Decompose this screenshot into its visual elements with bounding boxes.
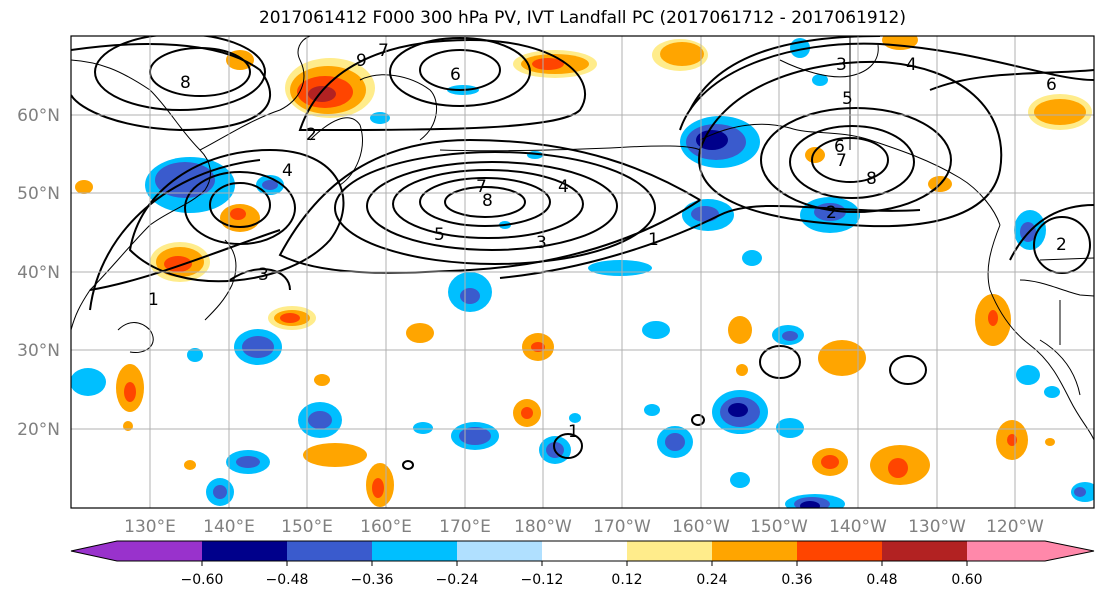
lon-label: 170°W [593, 517, 651, 537]
contour-label: 3 [536, 233, 547, 253]
contour-label: 4 [282, 161, 293, 181]
contour-label: 6 [450, 65, 461, 85]
lon-label: 150°W [750, 517, 808, 537]
contour-label: 2 [1056, 235, 1067, 255]
contour-label: 4 [558, 177, 569, 197]
longitude-labels: 130°E 140°E 150°E 160°E 170°E 180°W 170°… [124, 517, 1044, 537]
colorbar-segment [287, 541, 372, 561]
contour-label: 1 [148, 290, 159, 310]
colorbar-tick: −0.12 [521, 572, 564, 588]
colorbar-segment [882, 541, 967, 561]
contour-label: 3 [836, 55, 847, 75]
colorbar: −0.60 −0.48 −0.36 −0.24 −0.12 0.12 0.24 … [70, 540, 1095, 588]
contour-label: 5 [434, 225, 445, 245]
map-frame [70, 35, 1095, 509]
contour-label: 6 [834, 137, 845, 157]
graticule [71, 36, 1094, 508]
contour-label: 8 [866, 169, 877, 189]
colorbar-segment [372, 541, 457, 561]
lon-label: 170°E [439, 517, 491, 537]
contour-label: 9 [356, 51, 367, 71]
lat-label: 60°N [17, 106, 60, 126]
contour-label: 1 [648, 230, 659, 250]
colorbar-tick: 0.36 [781, 572, 812, 588]
map-title: 2017061412 F000 300 hPa PV, IVT Landfall… [258, 8, 906, 28]
colorbar-tick: −0.24 [436, 572, 479, 588]
lon-label: 140°E [203, 517, 255, 537]
contour-label: 6 [1046, 75, 1057, 95]
colorbar-tick: −0.48 [266, 572, 309, 588]
colorbar-segment [967, 541, 1045, 561]
lon-label: 120°W [986, 517, 1044, 537]
lat-label: 50°N [17, 184, 60, 204]
contour-label: 8 [482, 191, 493, 211]
contour-label: 7 [378, 41, 389, 61]
colorbar-tick: 0.12 [611, 572, 642, 588]
colorbar-extend-high [1045, 541, 1094, 561]
colorbar-tick: 0.24 [696, 572, 727, 588]
contour-label: 5 [842, 89, 853, 109]
colorbar-segment [627, 541, 712, 561]
colorbar-segment [202, 541, 287, 561]
lon-label: 150°E [281, 517, 333, 537]
lat-label: 20°N [17, 420, 60, 440]
colorbar-tick: 0.48 [866, 572, 897, 588]
colorbar-segment [542, 541, 627, 561]
lon-label: 160°W [672, 517, 730, 537]
lat-label: 30°N [17, 341, 60, 361]
lon-label: 130°W [908, 517, 966, 537]
contour-label: 2 [826, 203, 837, 223]
lon-label: 140°W [829, 517, 887, 537]
contour-labels: 1 1 1 2 2 2 3 3 3 4 4 4 5 5 6 6 6 7 7 7 … [148, 41, 1067, 442]
contour-label: 1 [568, 422, 579, 442]
lon-label: 130°E [124, 517, 176, 537]
colorbar-segment [457, 541, 542, 561]
colorbar-tick: 0.60 [951, 572, 982, 588]
lon-label: 160°E [360, 517, 412, 537]
contour-label: 2 [306, 125, 317, 145]
colorbar-outline [70, 540, 1095, 562]
contour-label: 3 [258, 265, 269, 285]
colorbar-tick: −0.60 [181, 572, 224, 588]
colorbar-tick: −0.36 [351, 572, 394, 588]
colorbar-segment [117, 541, 202, 561]
lat-label: 40°N [17, 263, 60, 283]
contour-label: 4 [906, 55, 917, 75]
colorbar-segment [712, 541, 797, 561]
colorbar-segment [797, 541, 882, 561]
lon-label: 180°W [514, 517, 572, 537]
colorbar-extend-low [71, 541, 117, 561]
contour-label: 7 [476, 177, 487, 197]
contour-label: 7 [836, 151, 847, 171]
latitude-labels: 60°N 50°N 40°N 30°N 20°N [17, 106, 60, 440]
contour-label: 8 [180, 73, 191, 93]
